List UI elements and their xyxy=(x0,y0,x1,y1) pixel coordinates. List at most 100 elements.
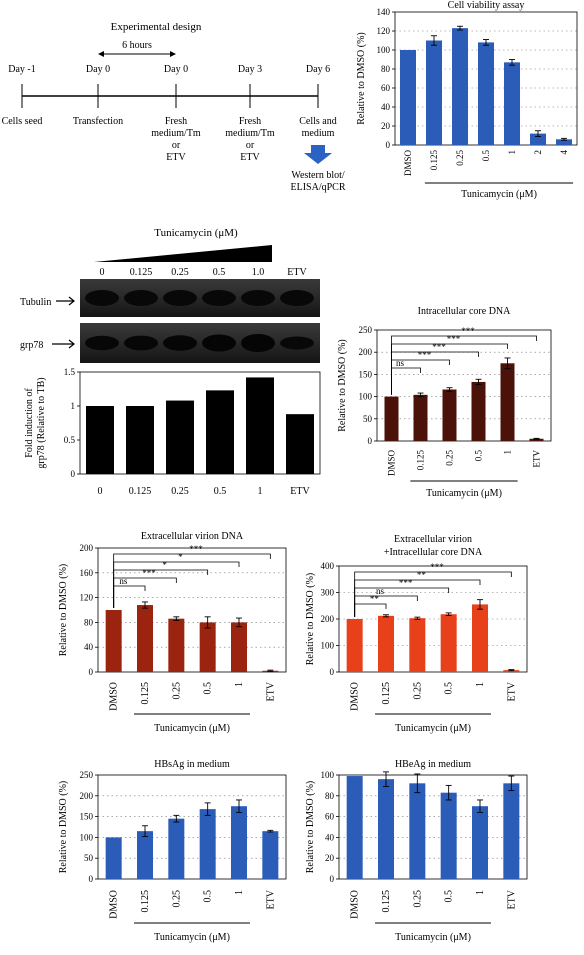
x-tick-label: ETV xyxy=(506,681,517,701)
plot-frame xyxy=(97,547,287,673)
y-tick-label: 50 xyxy=(363,414,373,424)
y-tick-label: 250 xyxy=(359,325,373,335)
group-label: Tunicamycin (μM) xyxy=(154,723,230,734)
bar xyxy=(206,390,234,474)
x-tick-label: 0.5 xyxy=(203,890,214,903)
chart-extracellular-virion-dna: Extracellular virion DNA 0 40 80 120 160 200 Re… xyxy=(58,531,287,734)
y-tick-label: 120 xyxy=(377,26,391,36)
x-tick-label: 0.25 xyxy=(171,486,189,497)
event-label: medium/Tm xyxy=(151,128,201,139)
y-axis-label: Relative to DMSO (%) xyxy=(356,32,367,125)
significance-label: *** xyxy=(142,568,156,578)
x-tick-label: 0.5 xyxy=(474,450,484,462)
significance-label: ** xyxy=(370,594,380,604)
group-label: Tunicamycin (μM) xyxy=(154,932,230,943)
x-tick-label: 0.5 xyxy=(444,890,455,903)
y-axis-label: Relative to DMSO (%) xyxy=(337,339,348,432)
x-tick-label: ETV xyxy=(265,889,276,909)
chart-title: Extracellular virion DNA xyxy=(141,531,244,542)
x-tick-label: 1 xyxy=(503,450,513,455)
x-tick-label: 0 xyxy=(98,486,103,497)
bar xyxy=(504,62,520,145)
day-label: Day -1 xyxy=(8,64,36,75)
y-tick-label: 60 xyxy=(325,812,335,822)
significance-label: * xyxy=(162,560,167,570)
event-label: ETV xyxy=(166,152,186,163)
x-tick-label: 4 xyxy=(559,150,569,155)
bar xyxy=(440,614,457,672)
bar xyxy=(442,389,457,441)
lane-label: 0.125 xyxy=(130,267,153,278)
x-tick-label: DMSO xyxy=(350,682,361,711)
row-label: grp78 xyxy=(20,340,43,351)
blot-bands xyxy=(85,290,314,352)
x-tick-label: 1 xyxy=(507,150,517,155)
y-tick-label: 80 xyxy=(84,617,94,627)
significance-label: *** xyxy=(418,350,432,360)
y-tick-label: 250 xyxy=(80,770,94,780)
x-tick-label: ETV xyxy=(290,486,310,497)
bar xyxy=(440,792,457,879)
y-tick-label: 400 xyxy=(321,561,335,571)
bar xyxy=(409,618,426,672)
y-axis-label: Relative to DMSO (%) xyxy=(58,564,69,657)
bar xyxy=(346,619,363,672)
event-label: Cells seed xyxy=(2,116,43,127)
event-label: Cells and xyxy=(299,116,337,127)
x-tick-label: DMSO xyxy=(109,890,120,919)
x-tick-label: 0.125 xyxy=(129,486,152,497)
y-tick-label: 100 xyxy=(321,641,335,651)
bar xyxy=(384,396,399,441)
bar xyxy=(503,783,520,879)
y-tick-label: 50 xyxy=(84,853,94,863)
x-tick-label: 1 xyxy=(234,682,245,687)
group-label: Tunicamycin (μM) xyxy=(395,932,471,943)
x-tick-label: 1 xyxy=(258,486,263,497)
y-tick-label: 60 xyxy=(381,83,391,93)
significance-label: *** xyxy=(447,334,461,344)
event-label: or xyxy=(246,140,255,151)
bar xyxy=(478,42,494,145)
interval-arrow xyxy=(98,51,176,57)
bar xyxy=(556,139,572,145)
bar xyxy=(500,363,515,441)
lane-labels: 0 0.125 0.25 0.5 1.0 ETV xyxy=(100,267,308,278)
bar xyxy=(472,806,488,879)
bar xyxy=(452,28,468,145)
chart-grp78-fold-induction: 0 0.5 1 1.5 Fold induction of grp78 (Relative… xyxy=(24,367,321,497)
significance-label: *** xyxy=(399,578,413,588)
bar xyxy=(286,414,314,474)
x-tick-label: 0.125 xyxy=(381,682,392,705)
x-tick-label: 0.25 xyxy=(445,450,455,466)
significance-bracket xyxy=(113,569,209,608)
y-tick-label: 0 xyxy=(386,140,391,150)
significance-bracket xyxy=(354,571,512,617)
y-tick-label: 1 xyxy=(71,401,76,411)
y-tick-label: 150 xyxy=(359,369,373,379)
chart-hbeag: HBeAg in medium 0 20 40 60 80 100 Relative to D… xyxy=(305,759,528,943)
y-tick-label: 0 xyxy=(330,874,335,884)
y-tick-label: 20 xyxy=(325,853,335,863)
y-axis-label: Fold induction of xyxy=(24,388,35,458)
event-label: medium xyxy=(302,128,335,139)
y-tick-label: 100 xyxy=(321,770,335,780)
bar xyxy=(262,831,279,879)
x-tick-label: DMSO xyxy=(387,450,397,477)
plot-frame xyxy=(376,329,552,442)
bar xyxy=(86,406,114,474)
bar xyxy=(166,400,194,474)
chart-combined-dna: Extracellular virion +Intracellular core … xyxy=(305,534,528,734)
x-tick-label: 0.125 xyxy=(140,890,151,913)
grp78-band xyxy=(124,335,158,351)
y-tick-label: 40 xyxy=(325,832,335,842)
group-label: Tunicamycin (μM) xyxy=(395,723,471,734)
significance-label: ns xyxy=(376,586,385,596)
bar xyxy=(231,806,247,879)
treatment-label: Tunicamycin (μM) xyxy=(154,227,238,239)
tubulin-band xyxy=(202,290,236,306)
event-label: Fresh xyxy=(239,116,261,127)
x-tick-label: 2 xyxy=(533,150,543,155)
row-label: Tubulin xyxy=(20,297,51,308)
y-axis-label: Relative to DMSO (%) xyxy=(305,781,316,874)
